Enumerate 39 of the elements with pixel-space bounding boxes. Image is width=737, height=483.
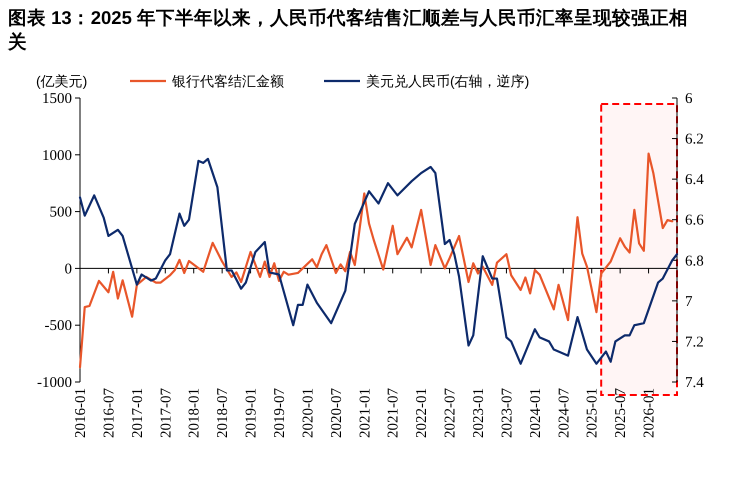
x-tick-label: 2024-07 bbox=[556, 388, 572, 438]
y-axis-title: (亿美元) bbox=[36, 73, 88, 89]
y-tick-label: -1000 bbox=[37, 375, 72, 391]
y2-tick-label: 6.4 bbox=[685, 172, 704, 188]
y-tick-label: 500 bbox=[50, 204, 72, 221]
title: 图表 13：2025 年下半年以来，人民币代客结售汇顺差与人民币汇率呈现较强正相关 bbox=[8, 7, 688, 52]
x-tick-label: 2017-01 bbox=[130, 388, 146, 438]
x-tick-label: 2023-01 bbox=[471, 388, 487, 438]
x-tick-label: 2026-01 bbox=[642, 388, 658, 438]
x-tick-label: 2022-07 bbox=[442, 388, 459, 438]
x-tick-label: 2021-07 bbox=[386, 388, 402, 438]
y2-tick-label: 6 bbox=[685, 91, 693, 107]
y2-tick-label: 7.2 bbox=[685, 334, 704, 350]
y2-tick-label: 6.2 bbox=[685, 132, 704, 148]
x-tick-label: 2025-07 bbox=[613, 388, 630, 438]
y-tick-label: 1000 bbox=[42, 148, 72, 164]
y2-tick-label: 6.6 bbox=[685, 212, 704, 229]
x-tick-label: 2025-01 bbox=[584, 388, 601, 438]
y-tick-label: 0 bbox=[64, 261, 72, 278]
y2-tick-label: 6.8 bbox=[685, 253, 704, 270]
y-tick-label: -500 bbox=[44, 318, 72, 334]
y2-tick-label: 7 bbox=[685, 294, 693, 310]
x-tick-label: 2020-07 bbox=[328, 388, 345, 438]
x-tick-label: 2018-07 bbox=[215, 388, 232, 438]
x-tick-label: 2019-07 bbox=[272, 388, 288, 438]
x-tick-label: 2018-01 bbox=[186, 388, 203, 438]
y-tick-label: 1500 bbox=[42, 91, 72, 107]
x-tick-label: 2024-01 bbox=[528, 388, 544, 438]
x-tick-label: 2016-01 bbox=[73, 388, 89, 438]
legend-label: 美元兑人民币(右轴，逆序) bbox=[366, 73, 530, 89]
x-tick-label: 2019-01 bbox=[244, 388, 260, 438]
x-tick-label: 2021-01 bbox=[357, 388, 374, 438]
y2-tick-label: 7.4 bbox=[685, 375, 704, 391]
x-tick-label: 2016-07 bbox=[101, 388, 118, 438]
x-tick-label: 2022-01 bbox=[414, 388, 430, 438]
x-tick-label: 2023-07 bbox=[499, 388, 516, 438]
legend-label: 银行代客结汇金额 bbox=[171, 73, 284, 89]
x-tick-label: 2017-07 bbox=[158, 388, 174, 438]
x-tick-label: 2020-01 bbox=[300, 388, 316, 438]
